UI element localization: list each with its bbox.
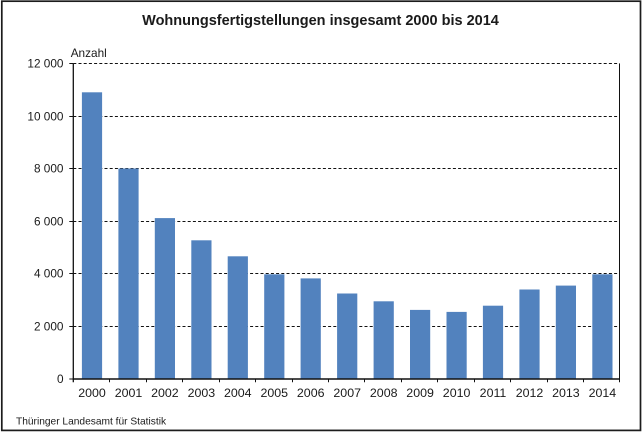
svg-text:2010: 2010 xyxy=(443,386,471,400)
svg-text:2011: 2011 xyxy=(480,386,507,400)
svg-text:6 000: 6 000 xyxy=(34,214,64,228)
svg-text:Thüringer Landesamt für Statis: Thüringer Landesamt für Statistik xyxy=(16,417,167,428)
svg-text:2007: 2007 xyxy=(333,386,361,400)
svg-text:2 000: 2 000 xyxy=(34,319,64,333)
svg-text:2014: 2014 xyxy=(589,386,617,400)
svg-text:2008: 2008 xyxy=(370,386,398,400)
svg-text:2000: 2000 xyxy=(78,386,106,400)
svg-text:2009: 2009 xyxy=(406,386,434,400)
svg-text:2006: 2006 xyxy=(297,386,325,400)
svg-text:2012: 2012 xyxy=(516,386,544,400)
svg-text:12 000: 12 000 xyxy=(27,56,64,70)
svg-text:8 000: 8 000 xyxy=(34,161,64,175)
svg-text:4 000: 4 000 xyxy=(34,266,64,280)
svg-text:2003: 2003 xyxy=(188,386,216,400)
svg-text:2004: 2004 xyxy=(224,386,252,400)
svg-text:0: 0 xyxy=(57,372,64,386)
svg-text:2013: 2013 xyxy=(552,386,580,400)
svg-text:10 000: 10 000 xyxy=(27,109,64,123)
svg-text:Wohnungsfertigstellungen insge: Wohnungsfertigstellungen insgesamt 2000 … xyxy=(142,13,499,29)
svg-text:2002: 2002 xyxy=(151,386,179,400)
svg-text:2005: 2005 xyxy=(261,386,289,400)
svg-text:2001: 2001 xyxy=(115,386,143,400)
svg-text:Anzahl: Anzahl xyxy=(71,46,107,60)
